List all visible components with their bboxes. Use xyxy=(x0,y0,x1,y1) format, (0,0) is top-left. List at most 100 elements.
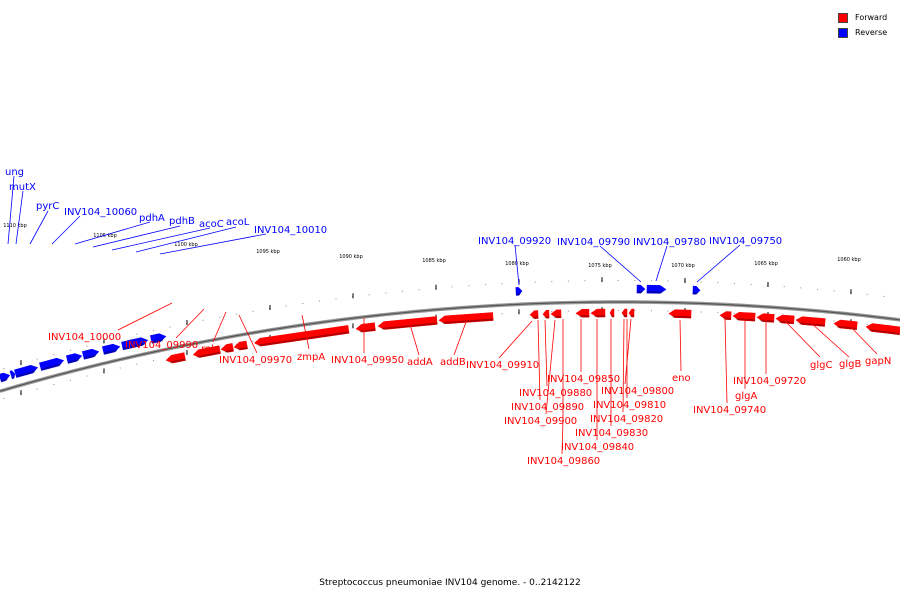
leader-line xyxy=(7,175,15,245)
leader-line xyxy=(785,321,821,358)
forward-gene-label: INV104_09900 xyxy=(504,416,577,427)
reverse-gene-arrow xyxy=(636,284,646,294)
forward-gene-arrow xyxy=(165,352,186,364)
scale-label: 1105 kbp xyxy=(93,233,117,239)
forward-gene-label: INV104_09890 xyxy=(511,402,584,413)
reverse-gene-arrow xyxy=(81,348,100,360)
leader-line xyxy=(845,321,878,355)
leader-line xyxy=(408,320,420,356)
forward-gene-label: INV104_09820 xyxy=(590,414,663,425)
forward-gene-label: INV104_09800 xyxy=(601,386,674,397)
forward-gene-label: INV104_09880 xyxy=(519,388,592,399)
forward-gene-arrow xyxy=(775,314,795,325)
forward-gene-label: eno xyxy=(672,373,691,384)
leader-line xyxy=(29,210,49,245)
legend-reverse: Reverse xyxy=(838,25,900,40)
leader-line xyxy=(159,233,267,255)
forward-gene-arrow xyxy=(628,308,635,318)
scale-label: 1090 kbp xyxy=(339,254,363,260)
leader-line xyxy=(561,319,564,455)
forward-gene-label: zmpA xyxy=(297,352,325,363)
scale-ticks: 1110 kbp 1105 kbp 1100 kbp 1095 kbp 1090 kbp… xyxy=(3,223,885,399)
forward-gene-label: addB xyxy=(440,357,466,368)
forward-gene-label: glgC xyxy=(810,360,832,371)
leader-line xyxy=(15,190,24,245)
legend-forward: Forward xyxy=(838,10,900,25)
leader-line xyxy=(724,318,728,404)
reverse-gene-arrow xyxy=(9,370,16,380)
scale-label: 1070 kbp xyxy=(671,263,695,269)
forward-gene-label: INV104_09910 xyxy=(466,360,539,371)
forward-gene-label: INV104_09850 xyxy=(547,374,620,385)
forward-gene-arrow xyxy=(254,325,350,347)
forward-gene-label: INV104_10000 xyxy=(48,332,121,343)
legend: Forward Reverse xyxy=(838,10,900,40)
reverse-gene-label: INV104_09750 xyxy=(709,236,782,247)
reverse-gene-arrow xyxy=(692,285,701,295)
forward-gene-arrow xyxy=(550,309,562,319)
leader-line xyxy=(301,314,310,350)
leader-line xyxy=(622,318,625,413)
scale-label: 1095 kbp xyxy=(256,249,280,255)
forward-gene-arrow xyxy=(192,345,221,358)
reverse-gene-label: INV104_10010 xyxy=(254,225,327,236)
leader-line xyxy=(537,319,541,401)
forward-gene-arrow xyxy=(668,309,692,319)
forward-gene-label: INV104_09740 xyxy=(693,405,766,416)
leader-line xyxy=(111,227,211,251)
leader-line xyxy=(679,319,682,372)
forward-gene-arrow xyxy=(529,310,539,319)
forward-gene-arrow xyxy=(719,311,732,321)
reverse-gene-label: mutX xyxy=(9,182,36,193)
forward-gene-arrow xyxy=(220,343,234,353)
forward-gene-arrow xyxy=(621,308,628,318)
leader-line xyxy=(92,225,181,248)
reverse-gene-arrow xyxy=(150,333,167,344)
scale-label: 1085 kbp xyxy=(422,258,446,264)
reverse-gene-arrow xyxy=(646,284,667,294)
scale-label: 1060 kbp xyxy=(837,257,861,263)
reverse-gene-label: INV104_09780 xyxy=(633,237,706,248)
leader-line xyxy=(655,245,668,282)
forward-gene-label: rnh xyxy=(201,344,218,355)
legend-reverse-label: Reverse xyxy=(855,28,888,37)
leader-line xyxy=(51,215,81,245)
forward-gene-label: glgB xyxy=(839,359,861,370)
leader-line xyxy=(175,308,205,339)
scale-label: 1110 kbp xyxy=(3,223,27,229)
forward-gene-label: INV104_09860 xyxy=(527,456,600,467)
legend-forward-label: Forward xyxy=(855,13,888,22)
reverse-gene-arrow xyxy=(102,343,121,355)
leader-line xyxy=(599,245,642,283)
forward-gene-label: INV104_09990 xyxy=(125,340,198,351)
leader-line xyxy=(135,226,237,253)
leader-line xyxy=(545,319,556,415)
forward-gene-label: INV104_09830 xyxy=(575,428,648,439)
reverse-gene-label: ung xyxy=(5,167,24,178)
leader-line xyxy=(809,321,850,358)
forward-gene-arrow xyxy=(438,312,494,325)
forward-gene-label: INV104_09950 xyxy=(331,355,404,366)
forward-gene-arrow xyxy=(609,308,615,318)
leader-line xyxy=(696,244,741,283)
forward-gene-label: INV104_09810 xyxy=(593,400,666,411)
forward-gene-arrow xyxy=(833,319,858,331)
reverse-gene-label: pyrC xyxy=(36,201,59,212)
reverse-swatch xyxy=(838,27,848,38)
leader-line xyxy=(117,302,173,331)
reverse-gene-label: acoC xyxy=(199,219,224,230)
backbone-line xyxy=(0,301,900,392)
leader-line xyxy=(544,319,548,387)
reverse-gene-arrow xyxy=(121,337,149,351)
reverse-gene-label: INV104_09920 xyxy=(478,236,551,247)
leader-line xyxy=(514,244,520,286)
forward-gene-arrow xyxy=(233,340,248,351)
scale-label: 1100 kbp xyxy=(174,242,198,248)
reverse-gene-label: INV104_10060 xyxy=(64,207,137,218)
forward-gene-label: INV104_09970 xyxy=(219,355,292,366)
label-leaders xyxy=(7,175,878,455)
forward-gene-arrow xyxy=(575,308,590,318)
